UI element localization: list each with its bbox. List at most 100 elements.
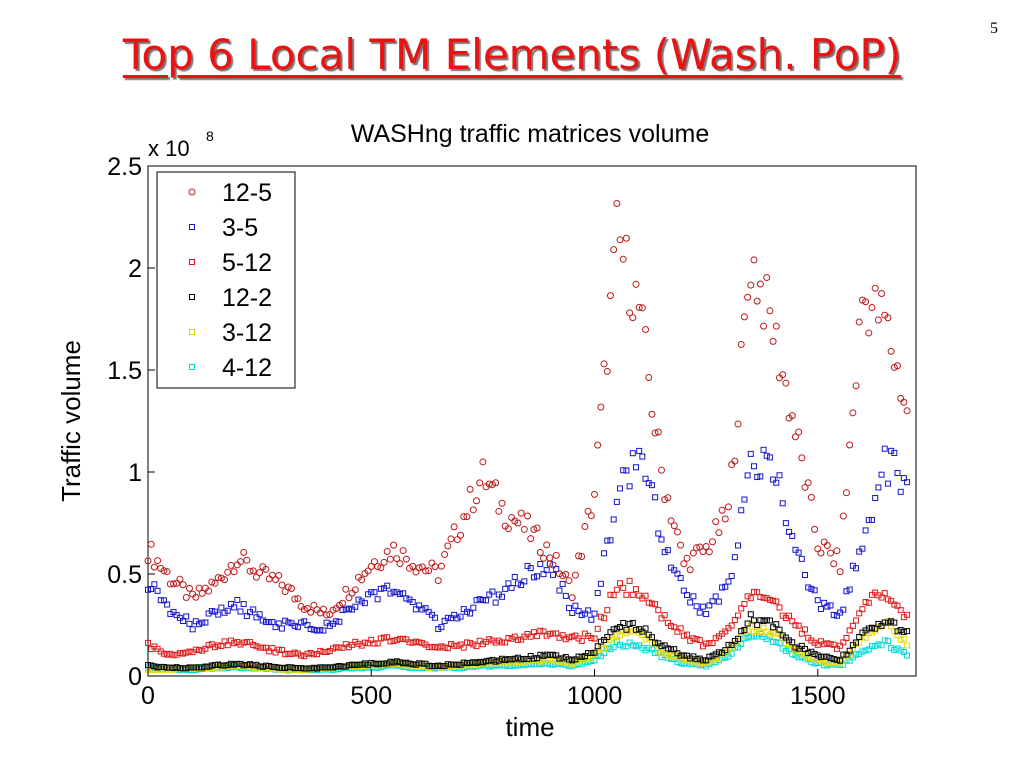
- data-point: [735, 542, 742, 549]
- data-point: [575, 552, 583, 560]
- data-point: [562, 592, 569, 599]
- data-point: [703, 640, 710, 647]
- data-point: [718, 506, 726, 514]
- data-point: [550, 630, 557, 637]
- data-point: [735, 612, 742, 619]
- data-point: [231, 640, 238, 647]
- data-point: [263, 662, 270, 669]
- data-point: [463, 513, 471, 521]
- data-point: [658, 615, 665, 622]
- data-point: [629, 628, 636, 635]
- data-point: [282, 651, 289, 658]
- data-point: [186, 620, 193, 627]
- data-point: [211, 579, 219, 587]
- data-point: [674, 653, 681, 660]
- data-point: [846, 441, 854, 449]
- data-point: [897, 394, 905, 402]
- data-point: [467, 659, 474, 666]
- data-point: [610, 516, 617, 523]
- data-point: [897, 627, 904, 634]
- data-point: [744, 593, 751, 600]
- data-point: [773, 479, 780, 486]
- data-point: [652, 601, 659, 608]
- data-point: [878, 622, 885, 629]
- data-point: [789, 639, 796, 646]
- y-tick-label: 2.5: [107, 153, 142, 181]
- data-point: [202, 619, 209, 626]
- data-point: [196, 621, 203, 628]
- data-point: [786, 612, 793, 619]
- data-point: [846, 647, 853, 654]
- data-point: [236, 558, 244, 566]
- data-point: [725, 578, 732, 585]
- data-point: [626, 577, 633, 584]
- data-point: [620, 620, 627, 627]
- data-point: [167, 650, 174, 657]
- data-point: [428, 559, 436, 567]
- data-point: [840, 651, 847, 658]
- data-point: [760, 594, 767, 601]
- data-point: [323, 619, 330, 626]
- data-point: [164, 601, 171, 608]
- data-point: [434, 577, 442, 585]
- data-point: [613, 633, 620, 640]
- data-point: [865, 517, 872, 524]
- data-point: [377, 564, 385, 572]
- data-point: [824, 603, 831, 610]
- data-point: [712, 593, 719, 600]
- legend-marker: [189, 259, 195, 265]
- data-point: [865, 599, 872, 606]
- data-point: [256, 569, 264, 577]
- data-point: [891, 601, 898, 608]
- data-point: [629, 619, 636, 626]
- x-axis-ticks: 0 500 1000 1500: [141, 669, 846, 710]
- data-point: [811, 651, 818, 658]
- data-point: [569, 657, 576, 664]
- data-point: [693, 603, 700, 610]
- data-point: [253, 661, 260, 668]
- data-point: [629, 591, 636, 598]
- data-point: [199, 619, 206, 626]
- data-point: [288, 651, 295, 658]
- data-point: [374, 661, 381, 668]
- data-point: [585, 650, 592, 657]
- data-point: [517, 509, 525, 517]
- data-point: [865, 646, 872, 653]
- data-point: [396, 635, 403, 642]
- data-point: [323, 664, 330, 671]
- data-point: [753, 297, 761, 305]
- data-point: [881, 637, 888, 644]
- data-point: [760, 618, 767, 625]
- data-point: [492, 658, 499, 665]
- data-point: [617, 580, 624, 587]
- data-point: [703, 657, 710, 664]
- data-point: [888, 618, 895, 625]
- data-point: [671, 624, 678, 631]
- data-point: [884, 596, 891, 603]
- data-point: [588, 635, 595, 642]
- data-point: [329, 664, 336, 671]
- data-point: [256, 611, 263, 618]
- data-point: [170, 664, 177, 671]
- data-point: [668, 622, 675, 629]
- y-tick-label: 1: [128, 459, 142, 487]
- data-point: [680, 560, 688, 568]
- legend-marker: [188, 188, 196, 196]
- data-point: [489, 656, 496, 663]
- data-point: [904, 479, 911, 486]
- data-point: [578, 553, 586, 561]
- data-point: [281, 588, 289, 596]
- data-point: [603, 367, 611, 375]
- data-point: [183, 665, 190, 672]
- data-point: [278, 664, 285, 671]
- data-point: [262, 565, 270, 573]
- data-point: [789, 618, 796, 625]
- data-point: [288, 585, 296, 593]
- data-point: [629, 642, 636, 649]
- data-point: [706, 602, 713, 609]
- data-point: [390, 588, 397, 595]
- data-point: [416, 639, 423, 646]
- data-point: [763, 452, 770, 459]
- data-point: [157, 597, 164, 604]
- data-point: [591, 610, 598, 617]
